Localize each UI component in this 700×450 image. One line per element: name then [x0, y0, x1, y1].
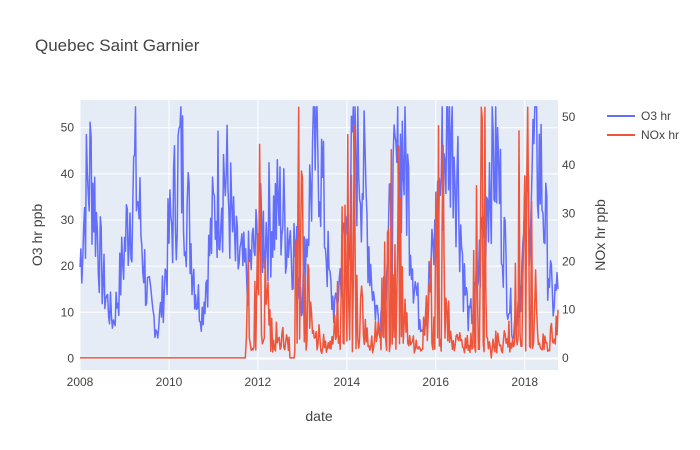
y-tick-label: 10 — [61, 305, 75, 319]
legend-label[interactable]: O3 hr — [641, 109, 671, 123]
y-tick-label: 0 — [67, 351, 74, 365]
y2-tick-label: 30 — [562, 206, 576, 220]
x-tick-label: 2010 — [156, 375, 183, 389]
series-line-nox[interactable] — [80, 106, 559, 359]
y2-axis-title: NOx hr ppb — [592, 199, 608, 271]
x-tick-label: 2014 — [334, 375, 361, 389]
y-axis-ticks: 0 10 20 30 40 50 — [61, 121, 75, 366]
legend-label[interactable]: NOx hr — [641, 128, 679, 142]
x-tick-label: 2018 — [511, 375, 538, 389]
y2-tick-label: 50 — [562, 110, 576, 124]
y-axis-title: O3 hr ppb — [29, 204, 45, 266]
y2-tick-label: 10 — [562, 303, 576, 317]
x-tick-label: 2016 — [422, 375, 449, 389]
legend[interactable]: O3 hr NOx hr — [607, 109, 679, 142]
y-tick-label: 30 — [61, 213, 75, 227]
x-tick-label: 2008 — [67, 375, 94, 389]
series-line-o3[interactable] — [79, 106, 559, 340]
y2-tick-label: 40 — [562, 158, 576, 172]
y-tick-label: 20 — [61, 259, 75, 273]
y2-axis-ticks: 0 10 20 30 40 50 — [562, 110, 576, 365]
x-tick-label: 2012 — [245, 375, 272, 389]
x-axis-ticks: 2008 2010 2012 2014 2016 2018 — [67, 375, 539, 389]
series-layer — [79, 106, 559, 359]
chart-title: Quebec Saint Garnier — [35, 36, 200, 55]
y2-tick-label: 20 — [562, 255, 576, 269]
y2-tick-label: 0 — [562, 351, 569, 365]
y-tick-label: 40 — [61, 167, 75, 181]
x-axis-title: date — [305, 408, 332, 424]
y-tick-label: 50 — [61, 121, 75, 135]
